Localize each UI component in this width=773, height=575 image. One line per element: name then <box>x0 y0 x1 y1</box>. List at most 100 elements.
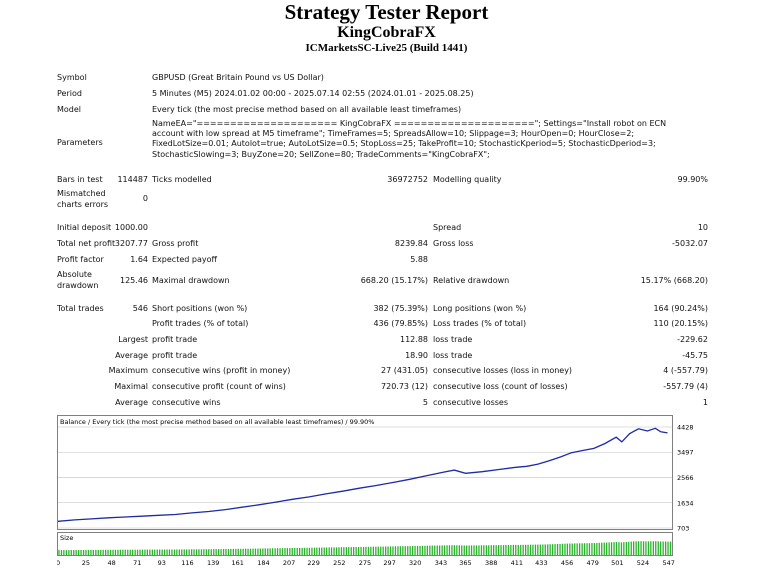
largest-profit-label: profit trade <box>152 335 198 344</box>
size-bar <box>222 549 225 555</box>
size-bar <box>63 550 65 555</box>
size-bar <box>532 544 534 555</box>
size-bar <box>247 548 249 555</box>
size-bar <box>107 549 109 555</box>
size-bar <box>416 545 419 555</box>
size-bar <box>429 545 431 555</box>
size-bar <box>579 543 581 555</box>
size-bar <box>431 545 433 555</box>
period-label: Period <box>57 89 82 98</box>
size-bar <box>73 550 75 555</box>
size-bar <box>542 544 544 555</box>
symbol-value: GBPUSD (Great Britain Pound vs US Dollar… <box>152 73 324 82</box>
max-losses-value: 4 (-557.79) <box>663 366 708 375</box>
parameters-value: NameEA="===================== KingCobraF… <box>152 119 667 159</box>
report-title: Strategy Tester Report <box>284 0 489 24</box>
size-bar <box>139 549 141 555</box>
size-bar <box>60 550 63 555</box>
size-bar <box>574 543 576 555</box>
size-bar <box>645 541 647 555</box>
size-bar <box>188 549 190 555</box>
deposit-label: Initial deposit <box>57 223 112 232</box>
size-bar <box>122 549 124 555</box>
size-bar <box>461 545 463 555</box>
netprofit-label: Total net profit <box>57 239 116 248</box>
x-tick-label: 365 <box>459 559 471 567</box>
size-bar <box>328 547 330 555</box>
mismatch-label-1: Mismatched <box>57 189 106 198</box>
size-bar <box>178 549 180 555</box>
mismatch-label-2: charts errors <box>57 200 109 209</box>
size-bar <box>360 546 362 555</box>
size-bar <box>134 549 136 555</box>
max-wins-value: 27 (431.05) <box>381 366 428 375</box>
size-bar <box>156 549 158 555</box>
size-bar <box>571 543 573 555</box>
size-bar <box>566 543 568 555</box>
size-bar <box>348 547 350 555</box>
size-bar <box>303 547 306 555</box>
size-bar <box>203 549 205 555</box>
size-bar <box>522 544 524 555</box>
size-bar <box>105 549 107 555</box>
size-bar <box>186 549 188 555</box>
x-tick-label: 71 <box>133 559 141 567</box>
parameters-label: Parameters <box>57 138 103 147</box>
size-bar <box>323 547 325 555</box>
size-bar <box>198 549 200 555</box>
size-bar <box>141 549 144 555</box>
size-bar <box>176 549 178 555</box>
size-bar <box>426 545 428 555</box>
server-build: ICMarketsSC-Live25 (Build 1441) <box>305 42 468 54</box>
size-bar <box>227 549 230 555</box>
size-bar <box>151 549 153 555</box>
x-tick-label: 25 <box>82 559 90 567</box>
size-bar <box>517 544 519 555</box>
size-bar <box>507 545 510 555</box>
size-bar <box>168 549 171 555</box>
size-bar <box>402 546 404 555</box>
x-tick-label: 139 <box>207 559 219 567</box>
maximal-loss-label: consecutive loss (count of losses) <box>433 382 568 391</box>
x-tick-label: 0 <box>57 559 60 567</box>
size-bar <box>127 549 129 555</box>
balance-plot-frame <box>57 415 673 530</box>
size-bar <box>340 547 343 555</box>
x-tick-label: 411 <box>511 559 523 567</box>
size-bar <box>159 549 161 555</box>
size-bar <box>276 548 279 555</box>
largest-loss-label: loss trade <box>433 335 473 344</box>
size-bar <box>385 546 387 555</box>
size-bar <box>355 547 357 555</box>
size-label: Size <box>60 534 73 542</box>
balance-line <box>57 427 668 522</box>
x-tick-label: 388 <box>485 559 497 567</box>
size-bar <box>561 543 564 555</box>
size-bar <box>404 546 406 555</box>
payoff-label: Expected payoff <box>152 255 217 264</box>
size-bar <box>534 544 537 555</box>
size-bar <box>144 549 146 555</box>
quality-value: 99.90% <box>677 175 708 184</box>
size-bar <box>267 548 269 555</box>
size-bar <box>458 545 460 555</box>
short-value: 382 (75.39%) <box>373 304 428 313</box>
x-tick-label: 252 <box>333 559 345 567</box>
size-bar <box>249 548 252 555</box>
largest-label: Largest <box>118 335 148 344</box>
grossloss-value: -5032.07 <box>672 239 708 248</box>
size-bar <box>80 550 82 555</box>
size-bar <box>242 548 244 555</box>
size-bar <box>235 548 237 555</box>
size-bar <box>564 543 566 555</box>
size-bar <box>316 547 318 555</box>
size-bar <box>625 542 627 555</box>
period-value: 5 Minutes (M5) 2024.01.02 00:00 - 2025.0… <box>152 89 474 98</box>
size-bar <box>333 547 335 555</box>
size-bar <box>630 541 632 555</box>
mismatch-value: 0 <box>142 194 148 203</box>
size-bar <box>68 550 70 555</box>
grossloss-label: Gross loss <box>433 239 474 248</box>
size-bar <box>264 548 266 555</box>
size-bar <box>149 549 151 555</box>
